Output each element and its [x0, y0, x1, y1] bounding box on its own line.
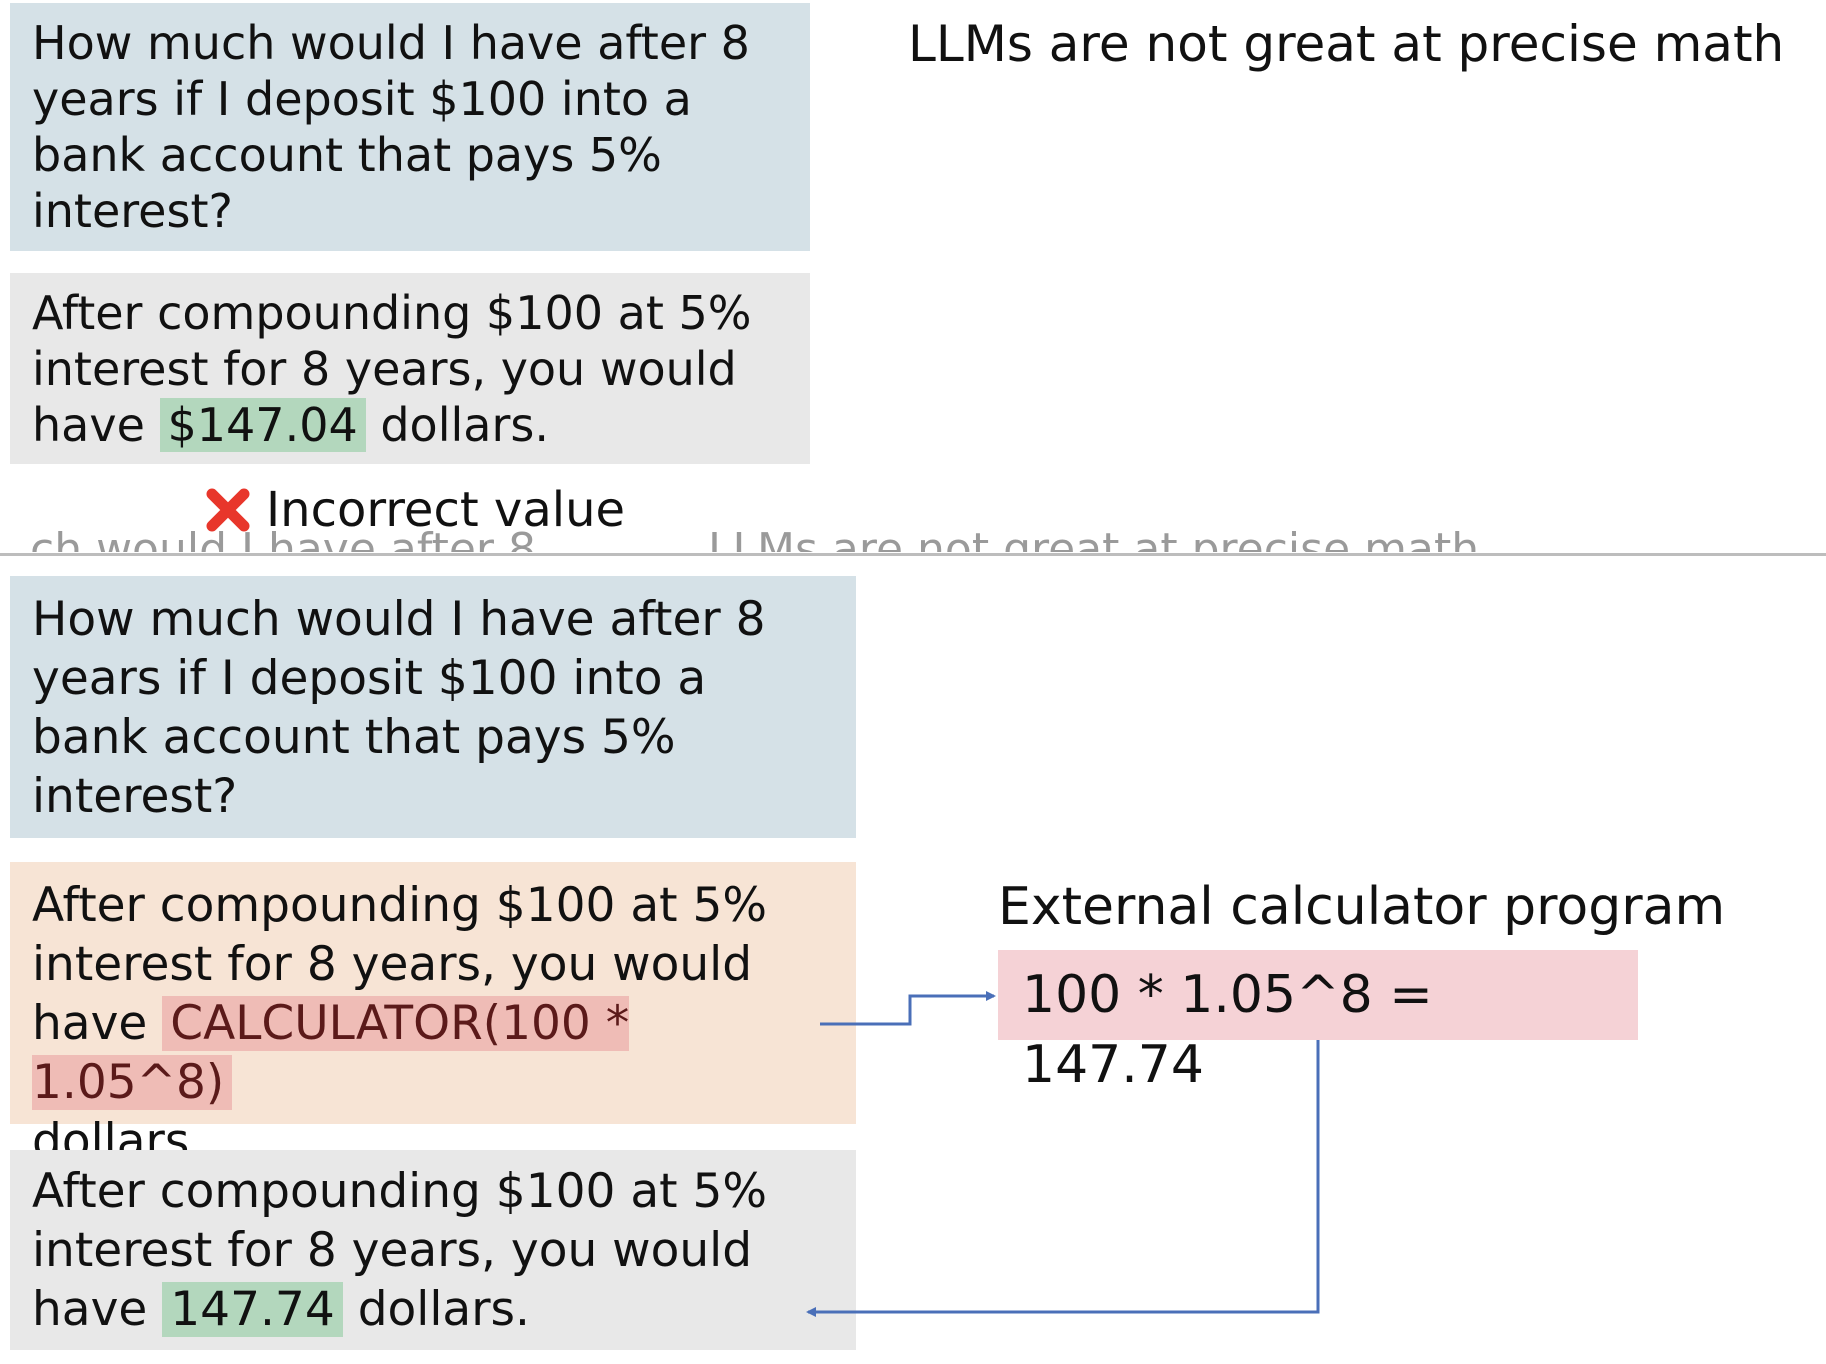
red-cross-icon [206, 488, 250, 532]
arrow-to-final-answer [806, 1040, 1320, 1317]
ghost-text-left-content: ch would I have after 8 [30, 524, 536, 552]
final-answer-line: After compounding $100 at 5% [32, 1164, 768, 1219]
ghost-text-left: ch would I have after 8 [30, 522, 536, 552]
final-answer-line-3: have 147.74 dollars. [32, 1280, 834, 1339]
top-question-line: interest? [32, 184, 233, 238]
top-answer-wrong-value: $147.04 [159, 398, 366, 452]
final-answer-line: interest for 8 years, you would [32, 1223, 753, 1278]
top-question-line: years if I deposit $100 into a [32, 72, 692, 126]
bottom-question-line: bank account that pays 5% [32, 710, 676, 765]
bottom-question-line: years if I deposit $100 into a [32, 651, 707, 706]
ghost-text-right-content: LLMs are not great at precise math [708, 524, 1480, 552]
panel-divider [0, 553, 1826, 556]
final-answer-suffix: dollars. [357, 1282, 530, 1337]
arrow-to-calculator [820, 991, 996, 1026]
top-heading: LLMs are not great at precise math [908, 15, 1785, 73]
final-answer-prefix: have [32, 1282, 148, 1337]
call-line-3: have CALCULATOR(100 * 1.05^8) [32, 994, 834, 1112]
bottom-question-line: How much would I have after 8 [32, 592, 766, 647]
call-prefix: have [32, 996, 148, 1051]
final-answer-box: After compounding $100 at 5% interest fo… [10, 1150, 856, 1350]
ghost-text-right: LLMs are not great at precise math [708, 522, 1668, 552]
top-question-line: bank account that pays 5% [32, 128, 662, 182]
top-answer-line-3: have $147.04 dollars. [32, 397, 788, 453]
top-answer-box: After compounding $100 at 5% interest fo… [10, 273, 810, 464]
calculator-result: 100 * 1.05^8 = 147.74 [1022, 965, 1433, 1095]
top-question-line: How much would I have after 8 [32, 16, 750, 70]
bottom-question-box: How much would I have after 8 years if I… [10, 576, 856, 838]
call-line: interest for 8 years, you would [32, 937, 753, 992]
top-answer-prefix: have [32, 398, 145, 452]
calculator-title: External calculator program [998, 877, 1726, 937]
top-answer-line: interest for 8 years, you would [32, 342, 737, 396]
top-question-box: How much would I have after 8 years if I… [10, 3, 810, 251]
bottom-question-line: interest? [32, 769, 238, 824]
calculator-call-box: After compounding $100 at 5% interest fo… [10, 862, 856, 1169]
top-answer-suffix: dollars. [380, 398, 549, 452]
calculator-result-box: 100 * 1.05^8 = 147.74 [998, 950, 1638, 1095]
top-answer-line: After compounding $100 at 5% [32, 286, 752, 340]
call-line: After compounding $100 at 5% [32, 878, 768, 933]
verdict: Incorrect value [206, 480, 625, 540]
final-answer-value: 147.74 [162, 1282, 343, 1337]
verdict-label: Incorrect value [266, 482, 626, 538]
